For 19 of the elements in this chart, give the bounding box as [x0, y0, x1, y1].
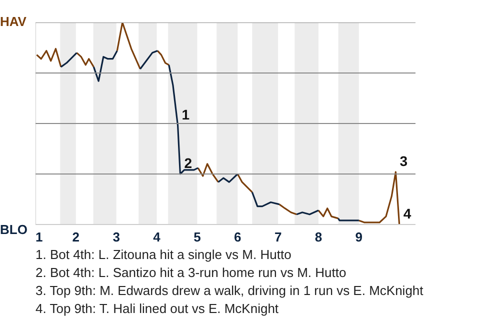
x-tick-label: 1: [36, 230, 43, 244]
x-tick-label: 9: [355, 230, 363, 244]
x-tick-label: 3: [112, 230, 120, 244]
x-tick-label: 5: [194, 230, 201, 244]
annotation: 3: [400, 152, 408, 169]
x-tick-label: 7: [274, 230, 282, 244]
text: 1. Bot 4th: L. Zitouna hit a single vs M. Hutto: [36, 247, 292, 262]
text: HAV: [0, 13, 26, 31]
annotation: 4: [403, 206, 412, 222]
text: BLO: [0, 221, 28, 239]
text: 3. Top 9th: M. Edwards drew a walk, driving in 1 run vs E. McKnight: [36, 283, 424, 298]
text: 4. Top 9th: T. Hali lined out vs E. McKnight: [36, 301, 279, 316]
annotation: 1: [182, 106, 190, 123]
x-tick-label: 4: [153, 230, 162, 244]
x-tick-label: 8: [314, 230, 322, 244]
annotation: 2: [184, 155, 192, 171]
text: 2. Bot 4th: L. Santizo hit a 3-run home run vs M. Hutto: [36, 265, 346, 280]
x-tick-label: 6: [234, 230, 242, 244]
x-tick-label: 2: [72, 230, 80, 244]
